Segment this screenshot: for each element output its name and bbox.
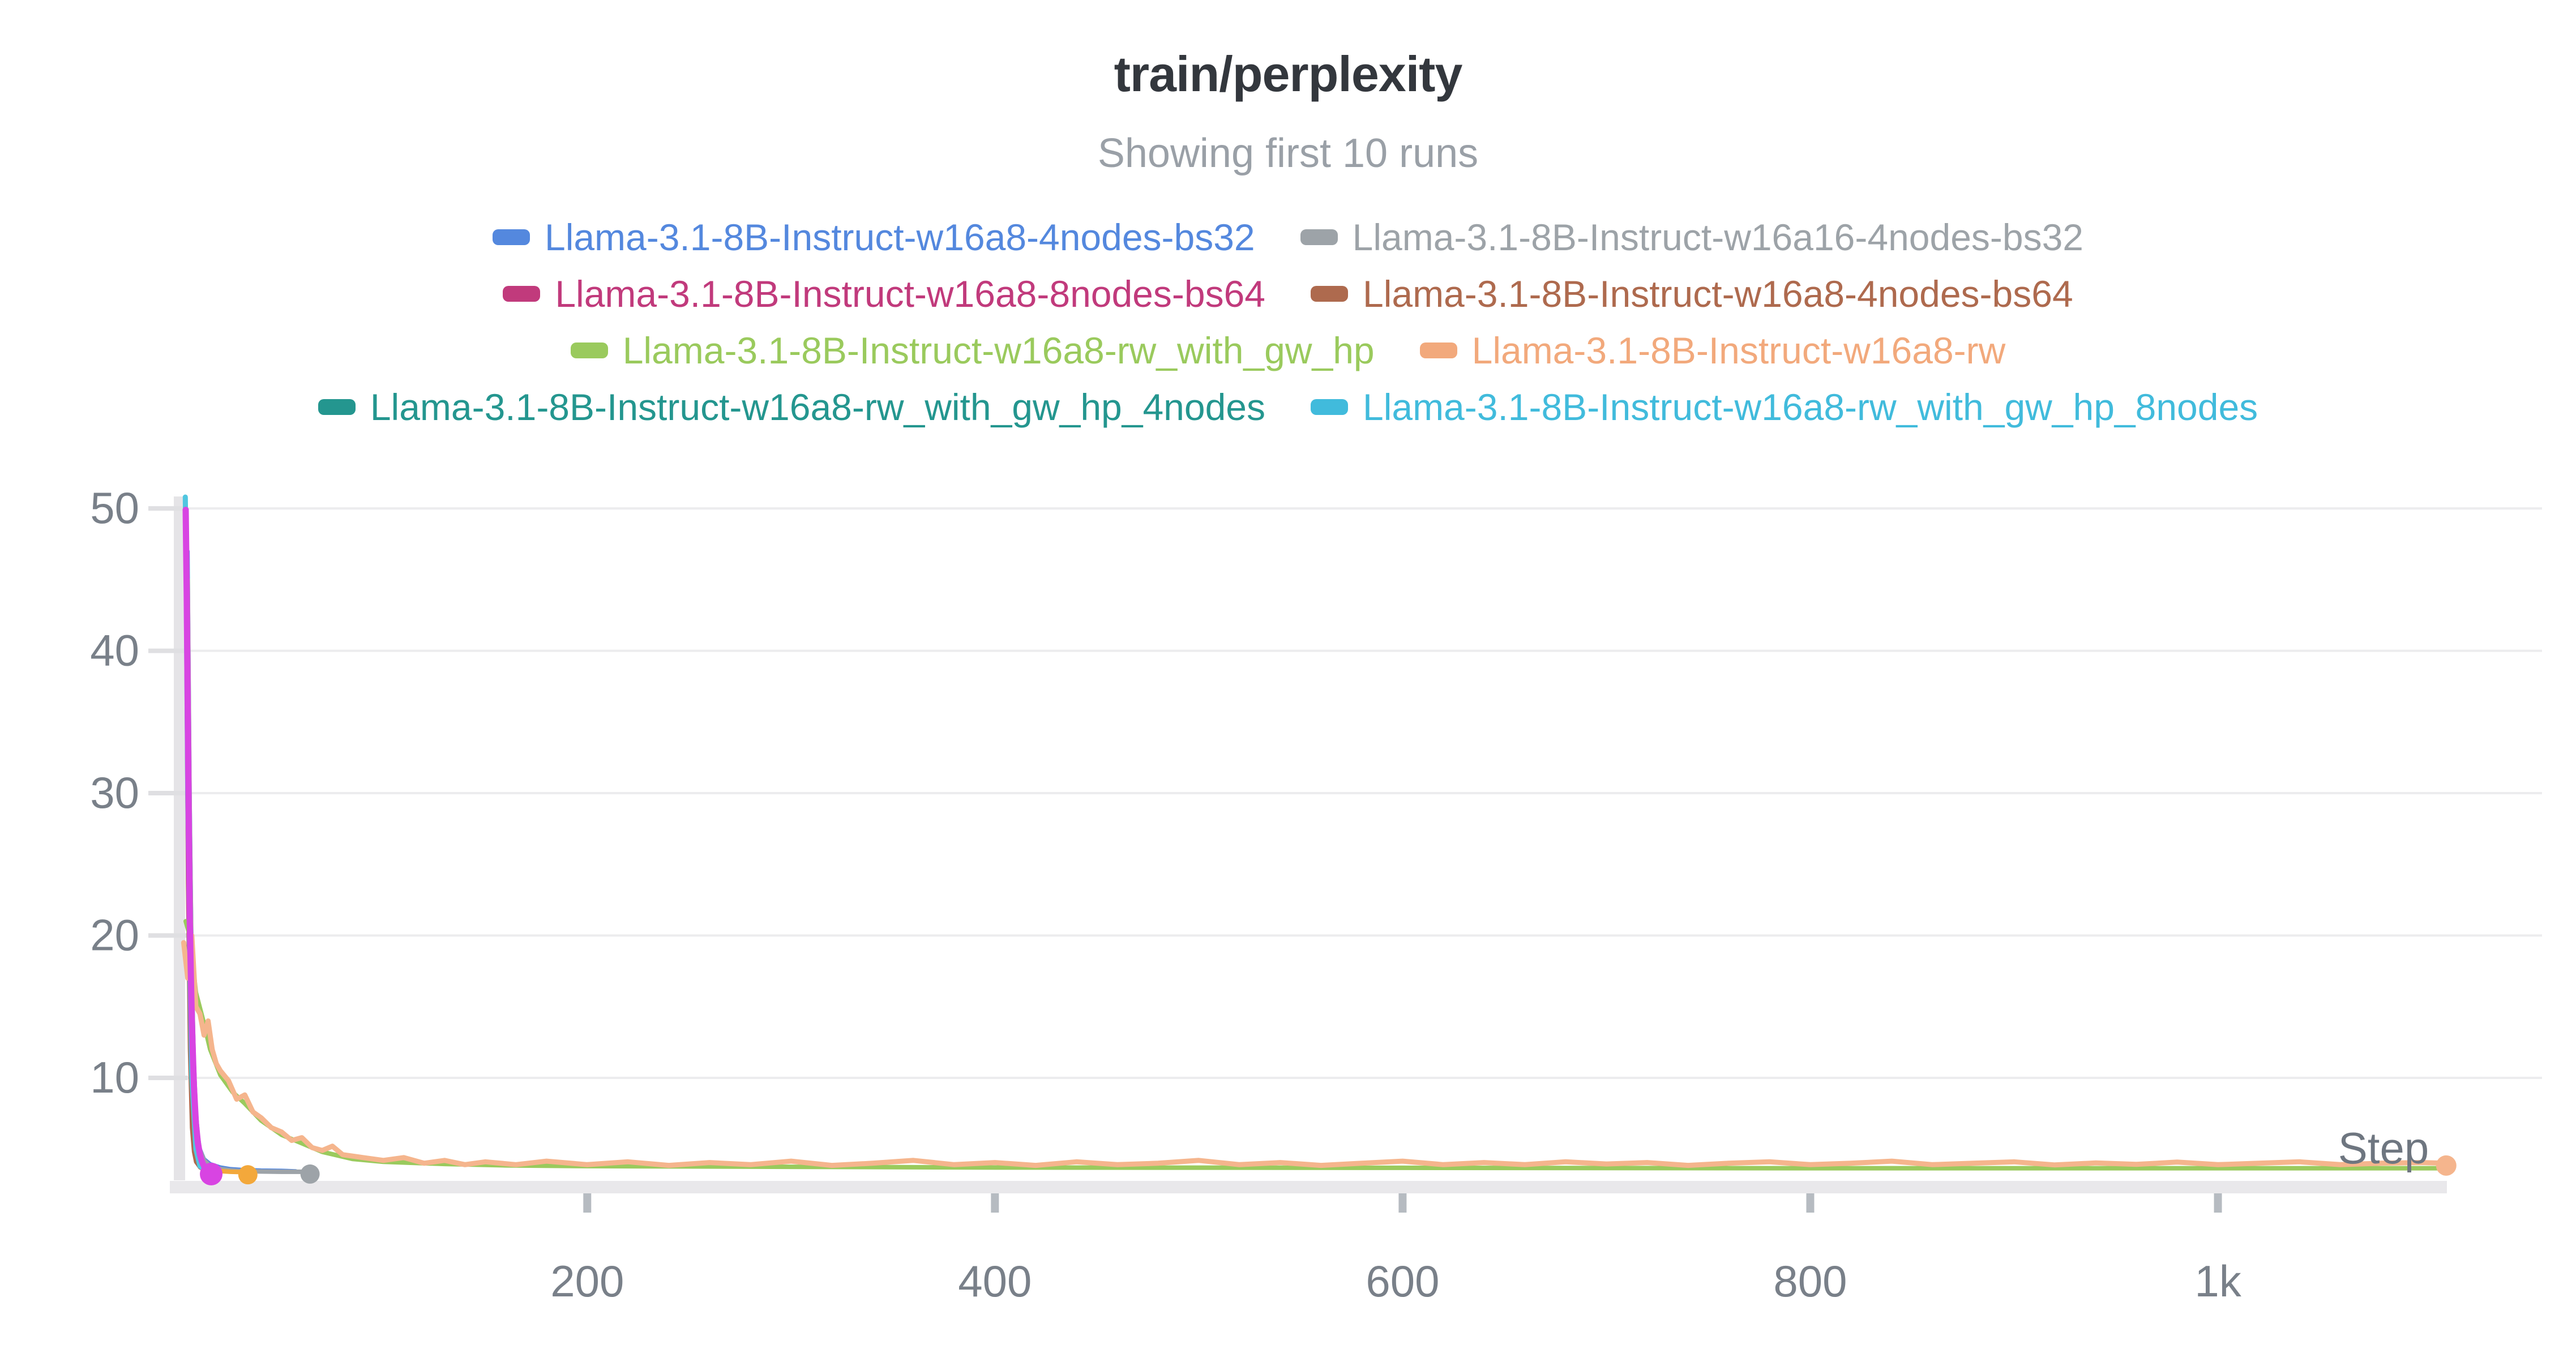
legend-item[interactable]: Llama-3.1-8B-Instruct-w16a8-rw_with_gw_h…: [1311, 384, 2258, 430]
legend-row: Llama-3.1-8B-Instruct-w16a8-rw_with_gw_h…: [570, 327, 2006, 374]
chart-subtitle: Showing first 10 runs: [1097, 131, 1479, 176]
legend-label: Llama-3.1-8B-Instruct-w16a8-rw_with_gw_h…: [370, 386, 1265, 428]
chart-title: train/perplexity: [1114, 46, 1463, 102]
endpoint-dot-unlabeled-run-amber: [238, 1165, 258, 1185]
legend-swatch: [492, 229, 530, 245]
y-tick-label: 50: [90, 483, 139, 533]
legend-item[interactable]: Llama-3.1-8B-Instruct-w16a16-4nodes-bs32: [1300, 214, 2083, 260]
x-tick-label: 1k: [2194, 1256, 2241, 1306]
legend-label: Llama-3.1-8B-Instruct-w16a8-8nodes-bs64: [555, 273, 1265, 315]
endpoint-dot-Llama-3.1-8B-Instruct-w16a16-4nodes-bs32: [300, 1164, 320, 1184]
legend-swatch: [1419, 342, 1457, 358]
series-line-unlabeled-run-magenta: [182, 507, 215, 1175]
legend-swatch: [1300, 229, 1338, 245]
y-tick-label: 20: [90, 910, 139, 960]
y-tick-label: 10: [90, 1052, 139, 1102]
legend-swatch: [318, 399, 356, 415]
legend-label: Llama-3.1-8B-Instruct-w16a16-4nodes-bs32: [1352, 216, 2083, 258]
x-axis-band: [170, 1181, 2447, 1193]
legend-label: Llama-3.1-8B-Instruct-w16a8-4nodes-bs32: [544, 216, 1255, 258]
y-tick-label: 40: [90, 626, 139, 675]
legend-label: Llama-3.1-8B-Instruct-w16a8-rw: [1471, 329, 2006, 371]
legend-swatch: [570, 342, 608, 358]
legend-item[interactable]: Llama-3.1-8B-Instruct-w16a8-4nodes-bs64: [1311, 271, 2073, 317]
legend-label: Llama-3.1-8B-Instruct-w16a8-rw_with_gw_h…: [622, 329, 1375, 371]
legend-swatch: [503, 286, 541, 302]
legend-swatch: [1311, 399, 1348, 415]
legend-row: Llama-3.1-8B-Instruct-w16a8-rw_with_gw_h…: [318, 384, 2258, 430]
y-tick-label: 30: [90, 768, 139, 817]
legend-item[interactable]: Llama-3.1-8B-Instruct-w16a8-8nodes-bs64: [503, 271, 1265, 317]
endpoint-dot-Llama-3.1-8B-Instruct-w16a8-rw: [2436, 1155, 2457, 1176]
series-line-Llama-3.1-8B-Instruct-w16a8-rw: [181, 933, 2449, 1168]
legend-row: Llama-3.1-8B-Instruct-w16a8-4nodes-bs32 L…: [492, 214, 2083, 260]
x-tick-label: 400: [958, 1256, 1032, 1306]
legend: Llama-3.1-8B-Instruct-w16a8-4nodes-bs32 L…: [0, 214, 2576, 430]
x-tick-label: 600: [1366, 1256, 1439, 1306]
legend-label: Llama-3.1-8B-Instruct-w16a8-4nodes-bs64: [1363, 273, 2073, 315]
legend-item[interactable]: Llama-3.1-8B-Instruct-w16a8-rw_with_gw_h…: [318, 384, 1265, 430]
endpoint-dot-unlabeled-run-magenta: [200, 1162, 223, 1185]
legend-item[interactable]: Llama-3.1-8B-Instruct-w16a8-rw: [1419, 327, 2006, 374]
legend-swatch: [1311, 286, 1348, 302]
series-line-Llama-3.1-8B-Instruct-w16a16-4nodes-bs32: [185, 577, 313, 1174]
x-axis-title: Step: [2338, 1123, 2429, 1173]
legend-row: Llama-3.1-8B-Instruct-w16a8-8nodes-bs64 L…: [503, 271, 2073, 317]
legend-label: Llama-3.1-8B-Instruct-w16a8-rw_with_gw_h…: [1363, 386, 2258, 428]
series-line-Llama-3.1-8B-Instruct-w16a8-rw_with_gw_hp: [183, 919, 2445, 1171]
plot-left-band: [174, 496, 185, 1180]
x-tick-label: 200: [550, 1256, 624, 1306]
x-tick-label: 800: [1773, 1256, 1847, 1306]
legend-item[interactable]: Llama-3.1-8B-Instruct-w16a8-rw_with_gw_h…: [570, 327, 1375, 374]
legend-item[interactable]: Llama-3.1-8B-Instruct-w16a8-4nodes-bs32: [492, 214, 1255, 260]
